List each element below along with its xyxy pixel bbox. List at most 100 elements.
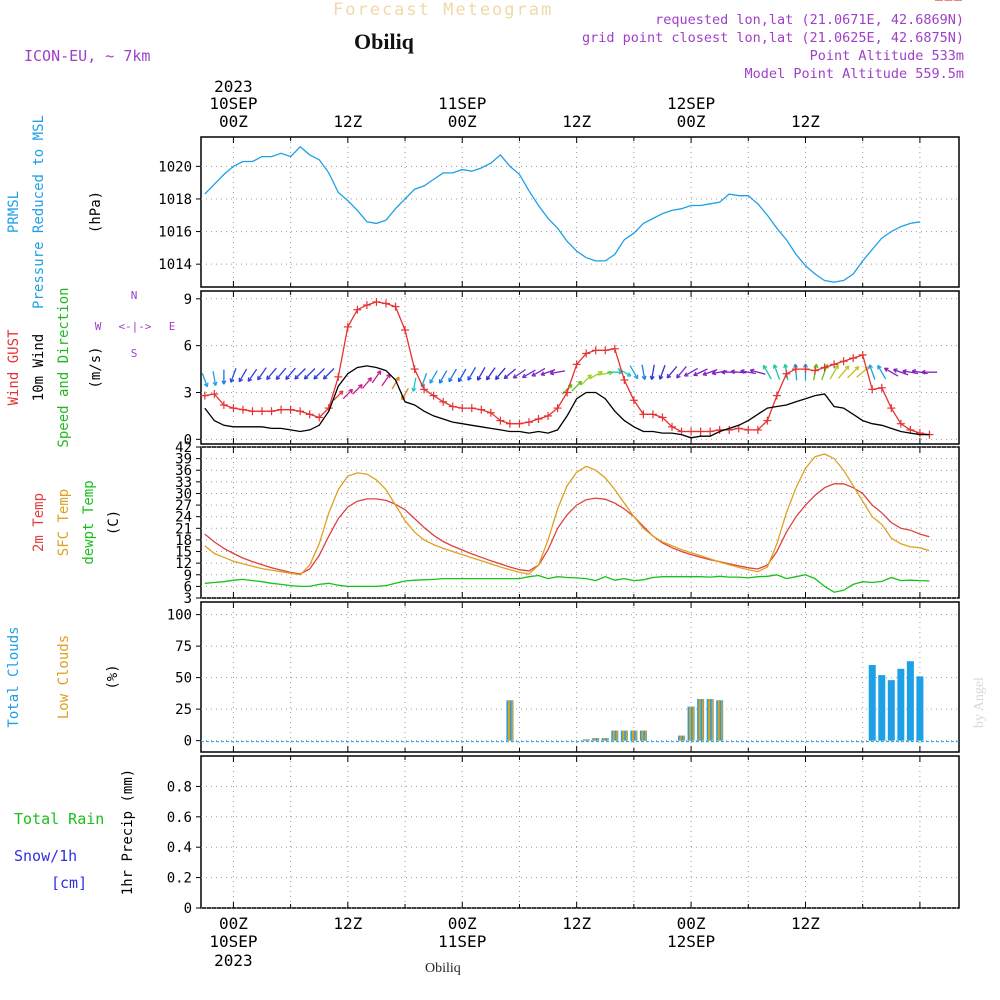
gust-marker xyxy=(439,397,448,406)
side-label: [cm] xyxy=(51,874,87,892)
gust-marker xyxy=(448,402,457,411)
arrow-shaft xyxy=(740,370,757,375)
gust-marker xyxy=(277,405,286,414)
arrow-head xyxy=(570,384,573,389)
wind-direction-arrow xyxy=(266,367,277,381)
low-cloud-bar xyxy=(689,706,692,741)
y-tick-label: 0 xyxy=(184,901,192,917)
panel-label: Low Clouds xyxy=(56,635,72,719)
arrow-head xyxy=(721,369,726,373)
y-tick-label: 100 xyxy=(167,608,192,624)
arrow-head xyxy=(303,374,307,380)
arrow-shaft xyxy=(847,366,860,379)
arrow-head xyxy=(609,371,613,376)
low-cloud-bar xyxy=(511,700,513,741)
panel-frame xyxy=(200,446,960,599)
watermark: by Angel xyxy=(972,677,987,728)
bottom-axis-hour: 00Z xyxy=(219,914,248,933)
arrow-shaft xyxy=(391,376,400,390)
wind-direction-arrow xyxy=(693,368,708,377)
arrow-head xyxy=(693,371,697,376)
arrow-shaft xyxy=(342,388,353,400)
arrow-head xyxy=(784,363,789,368)
gust-marker xyxy=(772,391,781,400)
panel-label: 2m Temp xyxy=(31,493,47,552)
y-tick-label: 1016 xyxy=(158,225,192,241)
arrow-shaft xyxy=(773,364,781,380)
gust-marker xyxy=(620,375,629,384)
low-cloud-bar xyxy=(584,739,587,741)
y-tick-label: 12 xyxy=(175,556,192,572)
low-cloud-bar xyxy=(635,730,637,741)
gust-marker xyxy=(467,404,476,413)
arrow-shaft xyxy=(477,366,486,381)
arrow-shaft xyxy=(712,370,728,375)
gust-marker xyxy=(744,425,753,434)
y-tick-label: 15 xyxy=(175,545,192,561)
low-cloud-bar xyxy=(603,738,606,741)
gust-marker xyxy=(334,372,343,381)
panel-frame xyxy=(200,755,960,909)
gust-marker xyxy=(820,363,829,372)
panel-precip: 0 0.2 0.4 0.6 0.8 1hr Precip (mm) Total Rain Sn… xyxy=(14,755,960,917)
arrow-head xyxy=(521,373,526,378)
gust-marker xyxy=(572,360,581,369)
arrow-shaft xyxy=(247,368,258,382)
gust-marker xyxy=(305,410,314,419)
gust-marker xyxy=(830,360,839,369)
gust-marker xyxy=(868,385,877,394)
wind-direction-arrow xyxy=(629,365,639,380)
gust-marker xyxy=(915,429,924,438)
gust-marker xyxy=(315,413,324,422)
top-axis-hour: 12Z xyxy=(562,112,591,131)
arrow-head xyxy=(494,375,498,380)
arrow-head xyxy=(221,380,225,385)
low-cloud-bar xyxy=(717,700,720,741)
top-axis-hour: 12Z xyxy=(791,112,820,131)
gust-marker xyxy=(372,297,381,306)
gust-marker xyxy=(219,400,228,409)
arrow-head xyxy=(275,375,278,380)
arrow-head xyxy=(411,387,414,392)
y-tick-label: 24 xyxy=(175,510,192,526)
side-label: Snow/1h xyxy=(14,847,77,865)
panel-label: (%) xyxy=(105,664,121,689)
low-cloud-bar xyxy=(587,739,590,741)
gust-marker xyxy=(725,425,734,434)
panel-frame xyxy=(200,601,960,753)
arrow-shaft xyxy=(294,368,306,380)
series-line-sfc-temp xyxy=(204,453,930,576)
arrow-shaft xyxy=(371,370,382,384)
compass-rose: N S W E <-|-> xyxy=(95,289,176,360)
arrow-head xyxy=(549,370,554,374)
arrow-shaft xyxy=(266,367,277,380)
low-cloud-bar xyxy=(683,735,685,741)
arrow-shaft xyxy=(429,370,438,384)
arrow-shaft xyxy=(201,373,208,387)
wind-direction-arrow xyxy=(485,367,496,381)
arrow-shaft xyxy=(275,367,287,380)
wind-direction-arrow xyxy=(429,370,438,384)
gust-marker xyxy=(582,349,591,358)
y-tick-label: 1018 xyxy=(158,192,192,208)
low-cloud-bar xyxy=(721,700,723,741)
arrow-shaft xyxy=(333,390,344,401)
panel-wind: 0 3 6 9 Wind GUST 10m Wind Speed and Direction… xyxy=(6,0,963,448)
series-line-10m-wind xyxy=(204,365,930,439)
arrow-head xyxy=(730,369,735,373)
wind-direction-arrow xyxy=(658,364,666,380)
gust-marker xyxy=(715,425,724,434)
arrow-head xyxy=(360,384,363,389)
arrow-head xyxy=(341,390,344,396)
gust-marker xyxy=(648,410,657,419)
low-cloud-bar xyxy=(708,699,711,741)
gust-marker xyxy=(458,404,467,413)
bottom-axis-hour: 12Z xyxy=(791,914,820,933)
arrow-head xyxy=(649,375,653,380)
panel-label: (hPa) xyxy=(88,191,104,233)
arrow-shaft xyxy=(381,373,391,387)
gust-marker xyxy=(362,301,371,310)
y-tick-label: 75 xyxy=(175,639,192,655)
wind-direction-arrow xyxy=(438,370,448,384)
